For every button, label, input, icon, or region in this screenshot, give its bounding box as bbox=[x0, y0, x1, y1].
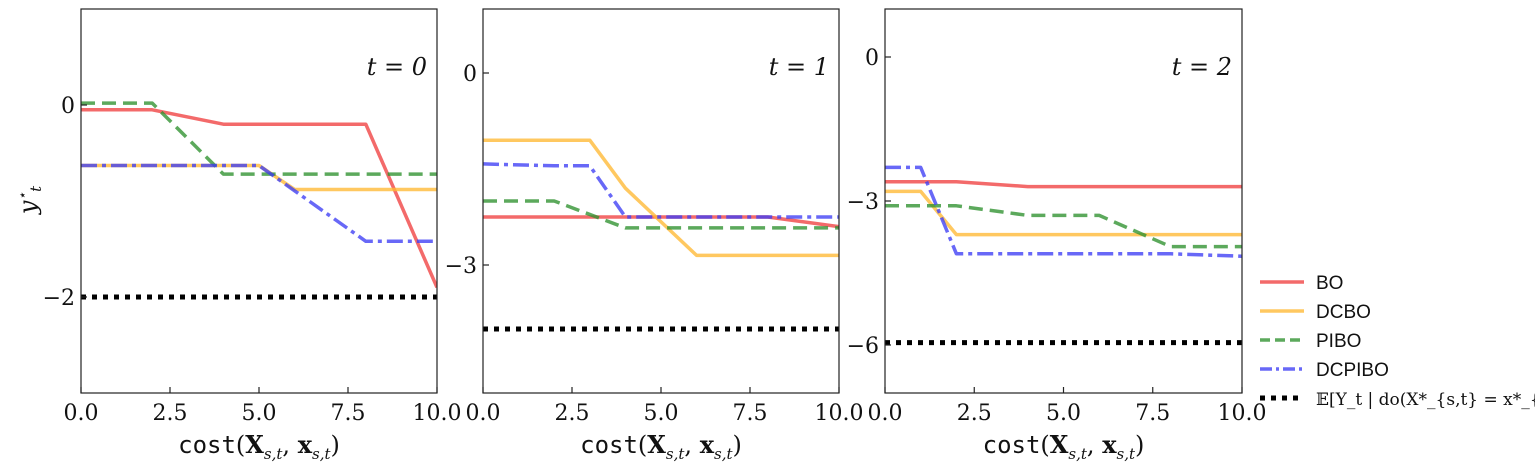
series-line-dcbo bbox=[483, 138, 839, 258]
x-tick-label: 10.0 bbox=[413, 401, 462, 426]
series-line-pibo bbox=[885, 204, 1242, 249]
y-tick-label: 0 bbox=[865, 46, 879, 71]
y-tick-label: −3 bbox=[847, 190, 879, 215]
legend-label: DCPIBO bbox=[1316, 360, 1389, 381]
x-tick-label: 10.0 bbox=[1218, 401, 1267, 426]
x-tick-label: 0.0 bbox=[64, 401, 99, 426]
x-tick-label: 2.5 bbox=[957, 401, 992, 426]
legend-item: DCPIBO bbox=[1260, 360, 1389, 381]
x-tick-label: 7.5 bbox=[1135, 401, 1170, 426]
legend-label: BO bbox=[1316, 273, 1343, 294]
panel-annotation: t = 2 bbox=[1172, 53, 1232, 81]
x-tick-label: 2.5 bbox=[555, 401, 590, 426]
y-tick-label: 0 bbox=[61, 94, 75, 119]
x-tick-label: 5.0 bbox=[1046, 401, 1081, 426]
y-tick-label: 0 bbox=[463, 62, 477, 87]
legend-label: DCBO bbox=[1316, 302, 1371, 323]
legend-item: BO bbox=[1260, 273, 1343, 294]
legend-label: PIBO bbox=[1316, 331, 1361, 352]
series-line-pibo bbox=[483, 199, 839, 230]
x-tick-label: 2.5 bbox=[153, 401, 188, 426]
series-group bbox=[885, 165, 1242, 346]
series-line-bo bbox=[81, 108, 437, 289]
panel-annotation: t = 0 bbox=[367, 53, 427, 81]
x-axis-label: cost(Xs,t, xs,t) bbox=[178, 430, 340, 463]
y-tick-label: −2 bbox=[43, 286, 75, 311]
y-tick-label: −6 bbox=[847, 334, 879, 359]
legend-item: DCBO bbox=[1260, 302, 1371, 323]
x-axis-label: cost(Xs,t, xs,t) bbox=[580, 430, 742, 463]
chart-panels: 0.0 2.5 5.0 7.5 10.0 0 −2 t = 0 cost(Xs,t, xs,t)… bbox=[43, 8, 1267, 463]
legend-label: 𝔼[Y_t | do(X*_{s,t} = x*_{s,t})] bbox=[1316, 390, 1535, 410]
panel-annotation: t = 1 bbox=[769, 53, 829, 81]
legend-item: 𝔼[Y_t | do(X*_{s,t} = x*_{s,t})] bbox=[1260, 390, 1535, 410]
legend: BO DCBO PIBO DCPIBO 𝔼[Y_t | do(X*_{s,t} = x*… bbox=[1260, 273, 1535, 410]
series-line-pibo bbox=[81, 101, 437, 176]
svg-text:y⋆t: y⋆t bbox=[14, 185, 45, 215]
x-tick-label: 10.0 bbox=[815, 401, 864, 426]
x-tick-label: 0.0 bbox=[868, 401, 903, 426]
series-group bbox=[81, 101, 437, 300]
series-line-dcpibo bbox=[885, 165, 1242, 258]
x-tick-label: 0.0 bbox=[466, 401, 501, 426]
series-line-dcbo bbox=[885, 189, 1242, 237]
series-group bbox=[483, 138, 839, 332]
x-axis-label: cost(Xs,t, xs,t) bbox=[983, 430, 1145, 463]
panel-1: 0.0 2.5 5.0 7.5 10.0 0 −3 t = 1 cost(Xs,t, xs,t) bbox=[445, 8, 864, 463]
x-tick-label: 5.0 bbox=[644, 401, 679, 426]
panel-0: 0.0 2.5 5.0 7.5 10.0 0 −2 t = 0 cost(Xs,t, xs,t) bbox=[43, 8, 462, 463]
series-line-dcpibo bbox=[483, 162, 839, 219]
x-tick-label: 7.5 bbox=[331, 401, 366, 426]
y-axis-label: y⋆t bbox=[14, 185, 45, 215]
panel-2: 0.0 2.5 5.0 7.5 10.0 0 −3 −6 t = 2 cost(Xs,t, xs,… bbox=[847, 8, 1267, 463]
legend-item: PIBO bbox=[1260, 331, 1361, 352]
x-tick-label: 5.0 bbox=[242, 401, 277, 426]
x-tick-label: 7.5 bbox=[733, 401, 768, 426]
series-line-bo bbox=[885, 180, 1242, 189]
y-tick-label: −3 bbox=[445, 254, 477, 279]
series-line-dcpibo bbox=[81, 163, 437, 244]
y-axis-label-text: y bbox=[14, 200, 42, 215]
